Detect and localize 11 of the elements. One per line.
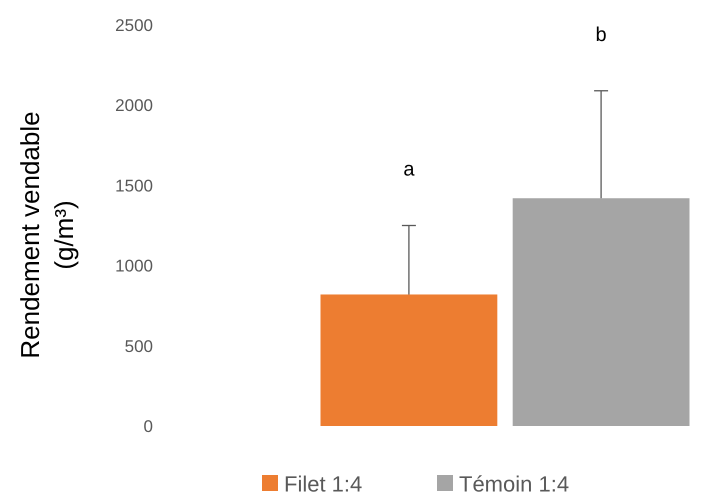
annotation: a (403, 158, 416, 180)
y-tick-label: 2500 (115, 16, 153, 35)
legend-label: Témoin 1:4 (459, 472, 570, 496)
y-tick-label: 1000 (115, 256, 153, 276)
y-tick-label: 500 (124, 336, 153, 356)
y-tick-label: 2000 (115, 96, 153, 116)
y-tick-label: 0 (144, 416, 153, 436)
y-axis-title: Rendement vendable (g/m³) (15, 111, 79, 359)
legend-label: Filet 1:4 (284, 472, 362, 496)
y-tick-label: 1500 (115, 176, 153, 196)
annotation: b (596, 24, 607, 46)
